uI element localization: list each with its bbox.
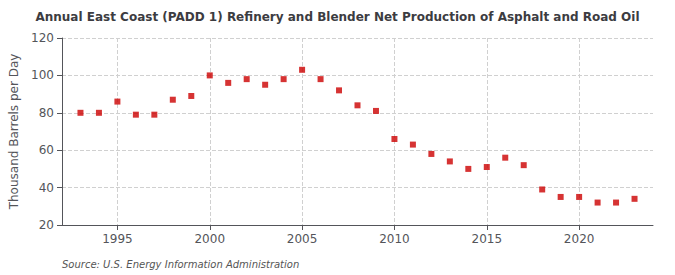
svg-text:2010: 2010	[379, 232, 410, 246]
svg-text:60: 60	[39, 143, 54, 157]
svg-text:Annual East Coast (PADD 1) Ref: Annual East Coast (PADD 1) Refinery and …	[35, 10, 639, 24]
svg-text:2015: 2015	[472, 232, 503, 246]
svg-text:80: 80	[39, 106, 54, 120]
svg-text:40: 40	[39, 181, 54, 195]
svg-text:120: 120	[31, 31, 54, 45]
svg-text:100: 100	[31, 68, 54, 82]
svg-text:Thousand Barrels per Day: Thousand Barrels per Day	[7, 54, 21, 211]
svg-text:2000: 2000	[194, 232, 225, 246]
svg-text:20: 20	[39, 218, 54, 232]
svg-text:2020: 2020	[564, 232, 595, 246]
svg-text:2005: 2005	[287, 232, 318, 246]
svg-text:Source: U.S. Energy Informatio: Source: U.S. Energy Information Administ…	[62, 259, 299, 270]
svg-text:1995: 1995	[102, 232, 133, 246]
